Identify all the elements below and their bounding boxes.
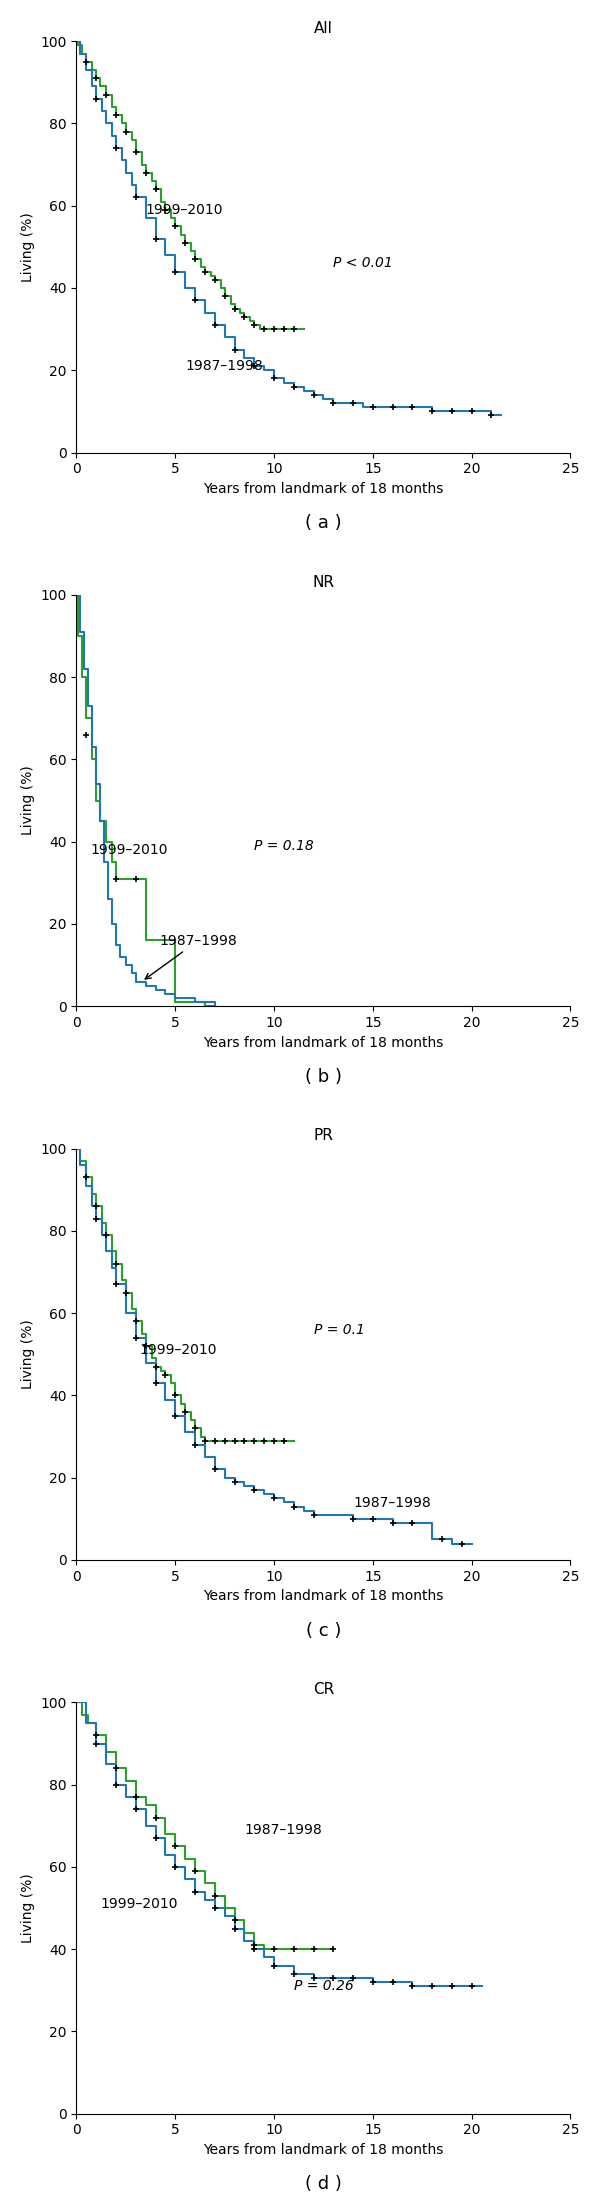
Text: ( c ): ( c ) <box>306 1621 341 1641</box>
X-axis label: Years from landmark of 18 months: Years from landmark of 18 months <box>203 1590 443 1603</box>
Text: 1987–1998: 1987–1998 <box>145 934 237 978</box>
Text: P = 0.18: P = 0.18 <box>254 839 314 852</box>
Text: 1999–2010: 1999–2010 <box>91 843 168 857</box>
Title: NR: NR <box>313 574 334 590</box>
Y-axis label: Living (%): Living (%) <box>21 1320 35 1389</box>
Title: PR: PR <box>314 1128 334 1144</box>
Title: All: All <box>314 20 333 35</box>
Y-axis label: Living (%): Living (%) <box>21 1872 35 1943</box>
X-axis label: Years from landmark of 18 months: Years from landmark of 18 months <box>203 2144 443 2157</box>
Text: ( d ): ( d ) <box>305 2175 342 2193</box>
Text: ( a ): ( a ) <box>305 514 342 532</box>
Text: 1987–1998: 1987–1998 <box>244 1824 322 1837</box>
Y-axis label: Living (%): Living (%) <box>21 766 35 835</box>
Text: 1999–2010: 1999–2010 <box>140 1342 217 1358</box>
X-axis label: Years from landmark of 18 months: Years from landmark of 18 months <box>203 481 443 497</box>
X-axis label: Years from landmark of 18 months: Years from landmark of 18 months <box>203 1036 443 1049</box>
Text: 1987–1998: 1987–1998 <box>353 1495 431 1510</box>
Text: 1999–2010: 1999–2010 <box>100 1897 178 1912</box>
Text: P = 0.1: P = 0.1 <box>314 1323 364 1336</box>
Title: CR: CR <box>313 1682 334 1698</box>
Text: 1999–2010: 1999–2010 <box>146 203 223 216</box>
Text: P < 0.01: P < 0.01 <box>334 256 393 269</box>
Text: 1987–1998: 1987–1998 <box>185 360 263 373</box>
Text: P = 0.26: P = 0.26 <box>294 1978 353 1994</box>
Text: ( b ): ( b ) <box>305 1069 342 1086</box>
Y-axis label: Living (%): Living (%) <box>21 212 35 283</box>
